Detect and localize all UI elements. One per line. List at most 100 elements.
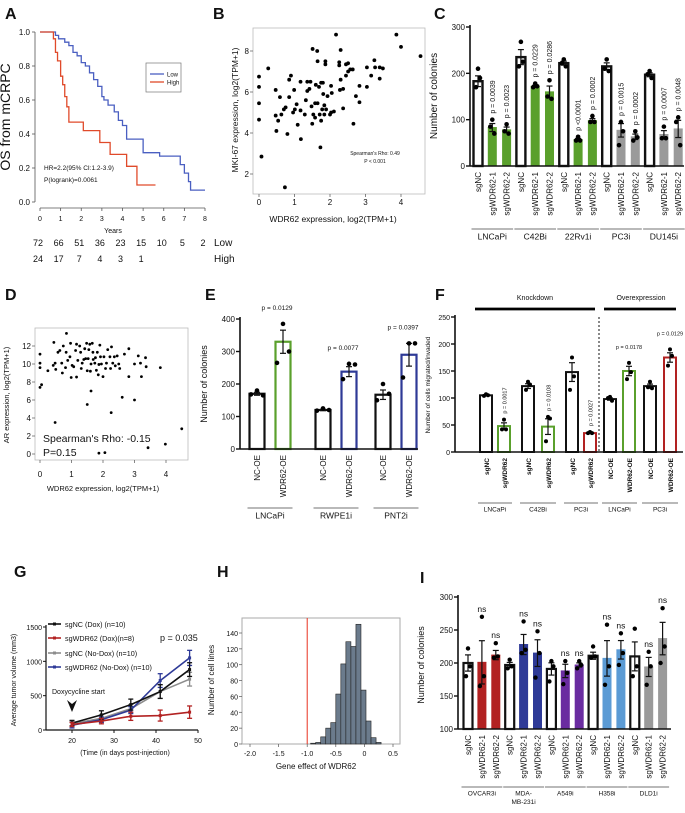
data-point [604,622,610,627]
risk-count: 7 [77,254,82,264]
bar-label: NC-OE [379,455,388,481]
y-tick-label: 300 [452,23,466,32]
bar-label: sgWDR62-1 [617,171,626,215]
panel-f-bar-chart: 0 50 100 150 200 250 Number of cells migrated/… [425,295,683,514]
data-point [87,348,91,351]
data-marker [188,710,192,714]
group-label: MDA- [515,791,532,798]
data-point [103,451,107,455]
data-marker [158,690,162,694]
bar [603,398,617,453]
y-tick-label: 8 [27,378,32,387]
bar-label: sgNC [464,735,473,755]
data-point [563,64,569,69]
y-tick-label: 0.6 [19,96,31,105]
data-point [58,349,62,352]
data-point [372,58,377,63]
y-axis-label: Number of colonies [416,626,426,704]
p-value-label: p = 0.035 [160,633,198,643]
significance-label: ns [603,612,612,622]
bar [497,425,511,453]
data-point [133,362,136,366]
significance-label: ns [477,604,486,614]
data-point [528,382,532,387]
risk-count: 10 [157,238,167,248]
data-point [60,371,64,375]
y-tick-label: 200 [452,69,466,78]
data-point [346,61,351,66]
data-point [309,104,314,109]
bar-label: sgWDR62-2 [631,171,640,215]
y-tick-label: 100 [452,116,466,125]
histogram-bin [345,641,352,745]
y-tick-label: 4 [27,414,32,423]
histogram-bin [370,737,377,745]
x-tick-label: 0 [38,470,43,479]
y-tick-label: 0 [27,450,32,459]
data-point [144,356,147,360]
risk-count: 66 [54,238,64,248]
x-tick-label: 1 [69,470,74,479]
bar-label: sgWDR62-1 [488,171,497,215]
data-marker [158,714,162,718]
data-point [274,360,280,366]
data-point [524,387,528,392]
x-tick-label: 40 [152,738,160,745]
data-point [645,71,650,77]
group-label: LNCaPi [484,507,506,514]
data-point [303,98,308,103]
data-point [279,112,284,117]
data-point [658,660,663,666]
p-value-label: p = 0.0048 [676,78,683,111]
x-tick-label: 8 [203,216,207,223]
bar-label: NC-OE [608,457,615,479]
data-point [53,421,57,424]
data-point [616,662,622,668]
x-tick-label: 2 [328,198,333,207]
data-point [326,407,332,413]
histogram-bin [340,663,347,745]
y-tick-label: 8 [245,47,250,56]
data-point [104,367,107,370]
data-point [575,666,580,671]
group-label: DLD1i [640,791,658,798]
group-label: RWPE1i [320,511,352,521]
data-point [650,386,654,391]
bar [545,91,554,166]
data-point [322,112,327,117]
data-point [302,112,307,117]
panel-label-f: F [435,287,445,304]
panel-label-g: G [14,564,26,581]
significance-label: ns [616,620,625,630]
data-point [111,361,115,365]
data-point [51,363,55,367]
panel-label-c: C [434,6,446,23]
bar [477,662,487,729]
data-point [315,101,320,106]
bar-label: sgNC [560,172,569,192]
bar-label: sgWDR62 [546,458,553,489]
data-point [673,119,679,125]
group-label: LNCaPi [608,507,630,514]
legend-box [145,62,182,93]
data-point [588,655,594,660]
data-point [64,366,67,369]
data-point [504,122,509,127]
data-point [113,364,117,368]
y-axis-label: Average tumor volume (mm3) [11,634,18,726]
data-point [482,393,486,398]
data-point [54,368,58,371]
y-tick-label: 6 [27,396,32,405]
data-point [340,376,346,382]
p-value-label: p = 0.0002 [590,77,597,110]
data-point [337,63,342,68]
data-point [287,95,292,100]
y-tick-label: 1.0 [19,28,31,37]
stat-annotation: HR=2.2(95% CI:1.2-3.9) [44,165,114,172]
y-tick-label: 40 [230,710,238,717]
data-marker [188,677,192,681]
group-label: PC3i [653,507,667,514]
data-point [346,361,352,367]
p-value-label: p = 0.0017 [503,387,509,413]
